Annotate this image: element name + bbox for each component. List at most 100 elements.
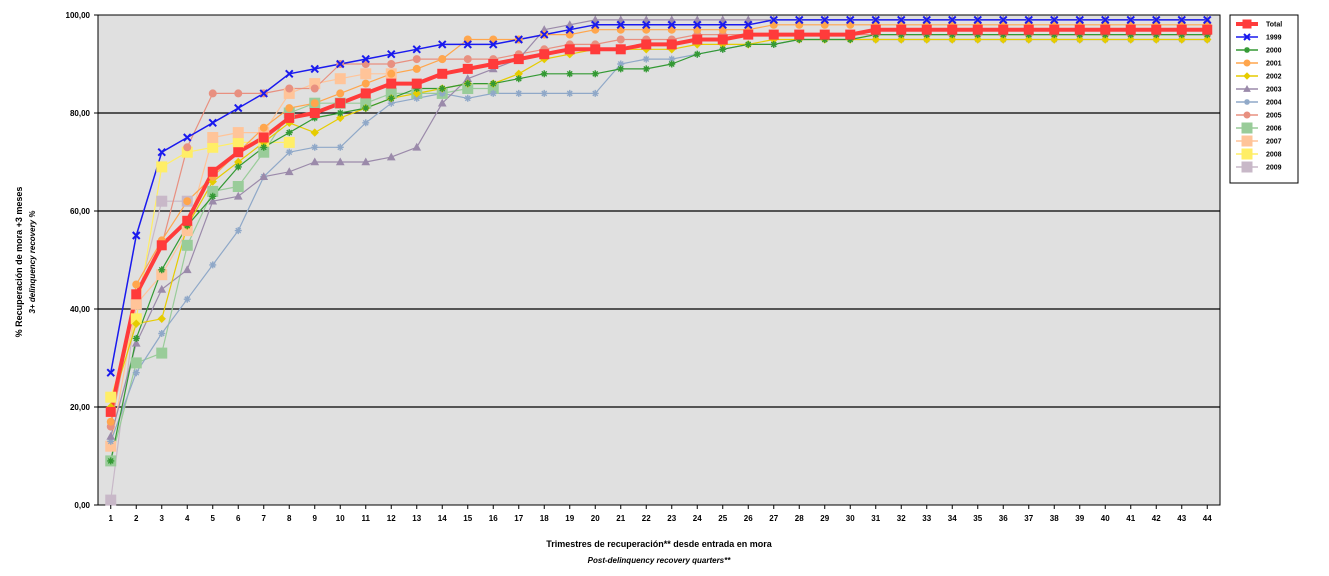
data-point-2004 (362, 119, 370, 127)
x-tick-label: 39 (1075, 514, 1084, 523)
data-point-total (615, 44, 626, 55)
legend-label: 2008 (1266, 152, 1282, 159)
x-tick-label: 3 (160, 514, 165, 523)
data-point-total (1023, 24, 1034, 35)
data-point-2004 (668, 55, 676, 63)
data-point-2008 (232, 136, 244, 148)
data-point-total (666, 39, 677, 50)
data-point-2005 (285, 84, 294, 93)
legend-item-2009: 2009 (1236, 161, 1282, 173)
legend-label: 2000 (1266, 48, 1282, 55)
data-point-total (1151, 24, 1162, 35)
data-point-2001 (310, 99, 319, 108)
data-point-2003 (412, 142, 422, 151)
x-tick-label: 42 (1152, 514, 1161, 523)
data-point-2003 (335, 157, 345, 166)
data-point-2000 (285, 129, 293, 137)
legend-item-2003: 2003 (1236, 84, 1282, 94)
data-point-1999 (565, 25, 574, 34)
data-point-2004 (183, 295, 191, 303)
data-point-2002 (999, 35, 1008, 44)
data-point-2001 (387, 69, 396, 78)
data-point-2000 (234, 163, 242, 171)
data-point-1999 (361, 54, 370, 64)
data-point-2006 (130, 357, 142, 369)
data-point-total (870, 24, 881, 35)
data-point-2005 (208, 89, 217, 98)
data-point-2003 (667, 15, 677, 24)
y-tick-label: 100,00 (66, 11, 91, 20)
data-point-total (1100, 24, 1111, 35)
data-point-total (309, 108, 320, 118)
legend-item-2000: 2000 (1236, 47, 1282, 55)
x-tick-label: 18 (540, 514, 549, 523)
y-tick-label: 0,00 (74, 501, 90, 510)
data-point-2007 (334, 73, 346, 85)
data-point-total (768, 29, 779, 40)
data-point-2003 (284, 167, 294, 176)
data-point-2001 (183, 197, 192, 206)
legend-label: 1999 (1266, 35, 1282, 42)
data-point-2004 (413, 94, 421, 102)
data-point-2003 (743, 15, 753, 24)
x-tick-label: 6 (236, 514, 241, 523)
x-tick-label: 36 (999, 514, 1008, 523)
legend-item-1999: 1999 (1236, 33, 1282, 42)
data-point-total (207, 166, 218, 177)
data-point-2000 (668, 60, 676, 68)
data-point-2004 (489, 89, 497, 97)
series-points-1999 (106, 15, 1212, 377)
data-point-2004 (642, 55, 650, 63)
data-point-1999 (310, 64, 319, 74)
data-point-1999 (616, 20, 625, 30)
data-point-2003 (565, 20, 575, 29)
x-tick-label: 15 (463, 514, 472, 523)
data-point-1999 (1050, 15, 1059, 25)
data-point-2000 (744, 40, 752, 48)
data-point-2002 (412, 89, 421, 98)
legend-marker (1244, 47, 1250, 53)
data-point-2004 (387, 99, 395, 107)
x-tick-label: 14 (438, 514, 447, 523)
data-point-total (386, 78, 397, 89)
data-point-1999 (412, 45, 421, 54)
data-point-total (105, 406, 116, 417)
x-tick-label: 31 (871, 514, 880, 523)
data-point-1999 (489, 40, 498, 49)
x-tick-label: 29 (820, 514, 829, 523)
data-point-2003 (106, 431, 116, 440)
x-tick-label: 26 (744, 514, 753, 523)
data-point-2008 (207, 141, 219, 153)
data-point-2000 (617, 65, 625, 73)
data-point-total (1125, 24, 1136, 35)
data-point-2002 (1177, 35, 1186, 44)
data-point-total (692, 34, 703, 45)
data-point-2003 (692, 15, 702, 24)
data-point-2000 (515, 75, 523, 83)
legend-label: Total (1266, 22, 1282, 29)
data-point-2004 (540, 89, 548, 97)
data-point-total (641, 39, 652, 50)
x-axis-ticks: 1 2 3 4 5 6 7 8 9 10 11 12 13 14 15 16 17 18 19 20 21 22 23 24 2… (109, 505, 1212, 523)
data-point-total (513, 54, 524, 65)
data-point-2004 (464, 94, 472, 102)
data-point-1999 (795, 15, 804, 25)
data-point-2002 (1203, 35, 1212, 44)
data-point-total (233, 147, 244, 158)
x-tick-label: 28 (795, 514, 804, 523)
data-point-2009 (105, 494, 117, 506)
data-point-2000 (132, 334, 140, 342)
data-point-total (360, 88, 371, 99)
data-point-2003 (641, 15, 651, 24)
data-point-1999 (234, 103, 243, 113)
data-point-total (488, 59, 499, 69)
data-point-1999 (463, 40, 472, 49)
data-point-2001 (438, 55, 447, 64)
x-tick-label: 11 (362, 514, 371, 523)
data-point-1999 (769, 15, 778, 25)
data-point-2000 (438, 85, 446, 92)
series-line-1999 (110, 19, 1208, 373)
x-tick-label: 8 (287, 514, 292, 523)
data-point-2001 (361, 79, 370, 88)
